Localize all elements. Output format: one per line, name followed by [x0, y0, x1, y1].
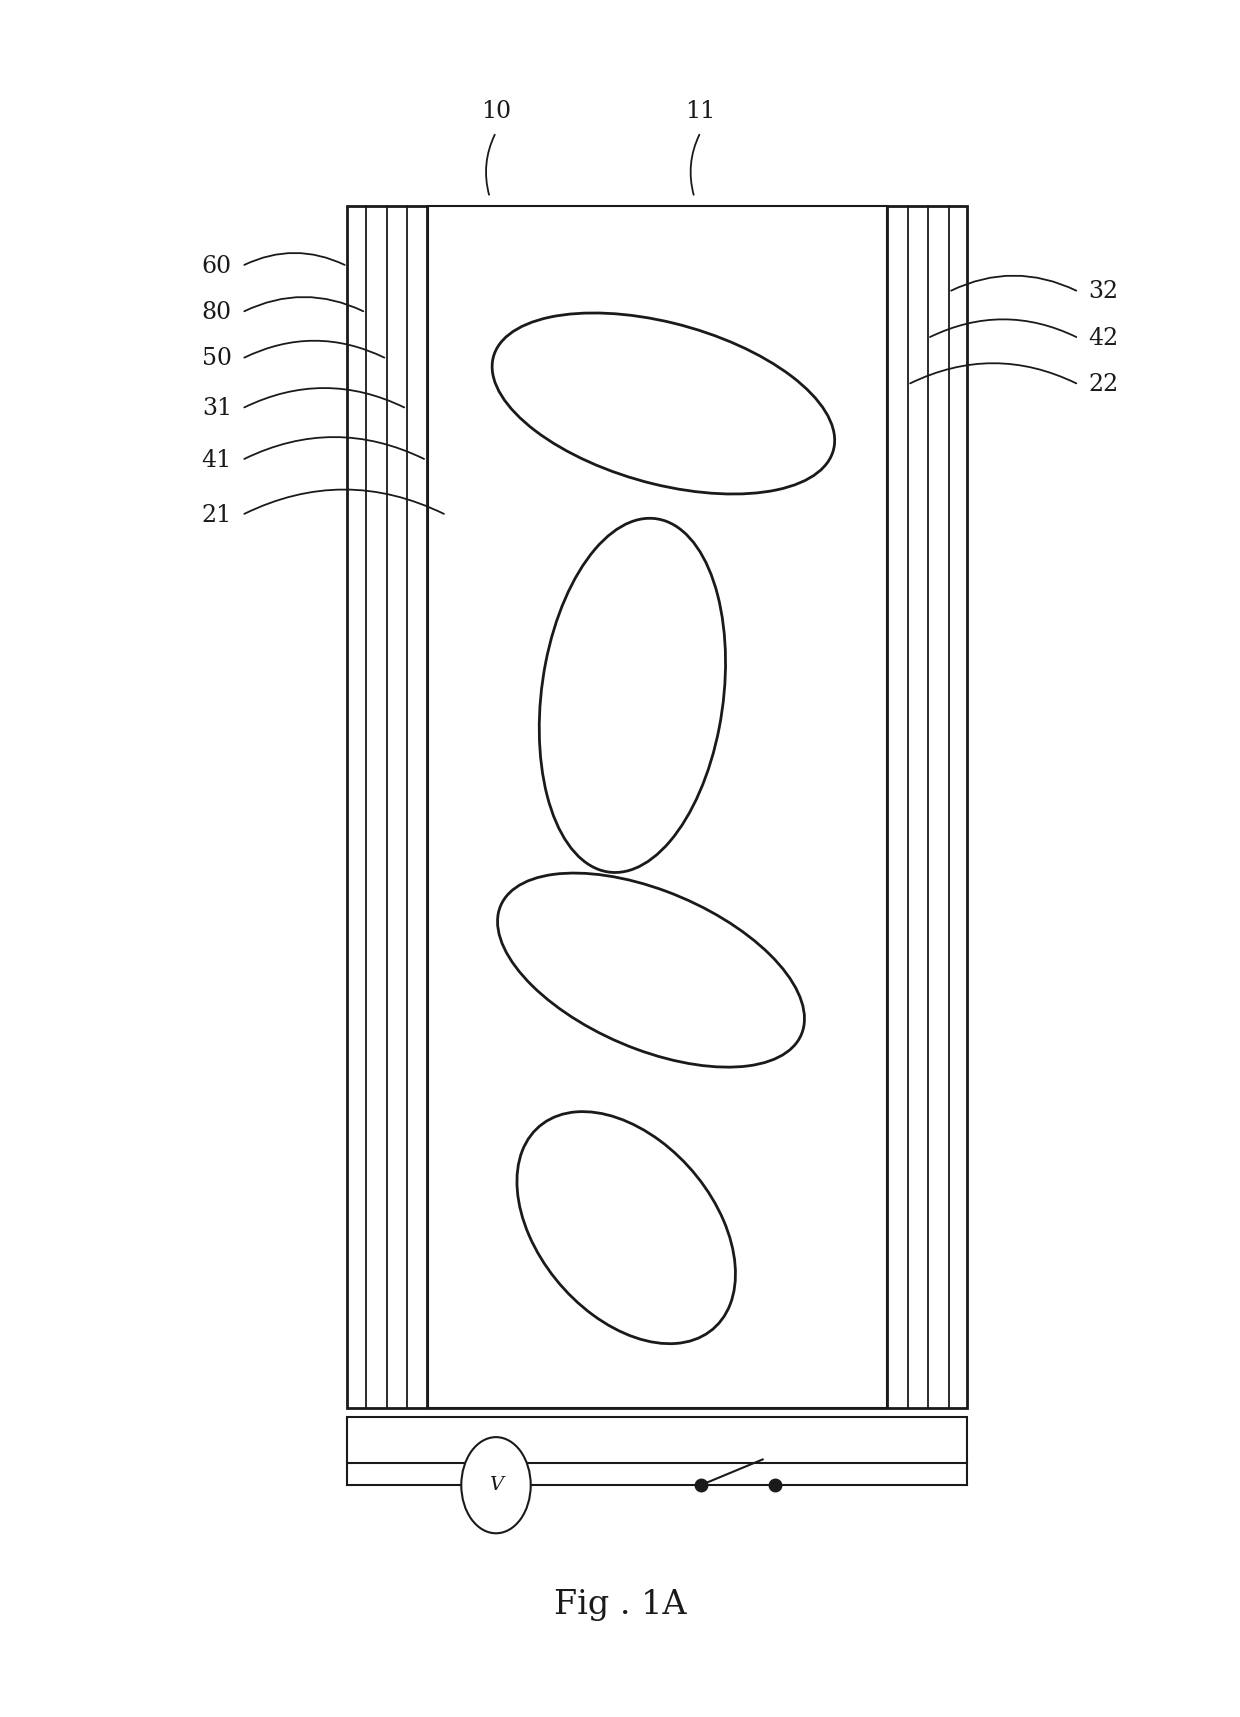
Text: 11: 11: [686, 100, 715, 124]
Text: 80: 80: [202, 300, 232, 325]
Circle shape: [461, 1437, 531, 1533]
Bar: [347, 206, 967, 1408]
Text: 22: 22: [1089, 373, 1118, 397]
Text: Fig . 1A: Fig . 1A: [554, 1590, 686, 1621]
Bar: [347, 1417, 967, 1463]
Text: 41: 41: [202, 448, 232, 472]
Text: 60: 60: [202, 254, 232, 278]
Ellipse shape: [492, 312, 835, 494]
Text: 21: 21: [202, 503, 232, 527]
Text: 42: 42: [1089, 326, 1118, 350]
Ellipse shape: [517, 1111, 735, 1344]
Text: 31: 31: [202, 397, 232, 421]
Text: 50: 50: [202, 347, 232, 371]
Text: V: V: [489, 1477, 503, 1494]
Text: 32: 32: [1089, 280, 1118, 304]
Bar: [428, 206, 887, 1408]
Ellipse shape: [497, 872, 805, 1068]
Text: 10: 10: [481, 100, 511, 124]
Ellipse shape: [539, 519, 725, 872]
